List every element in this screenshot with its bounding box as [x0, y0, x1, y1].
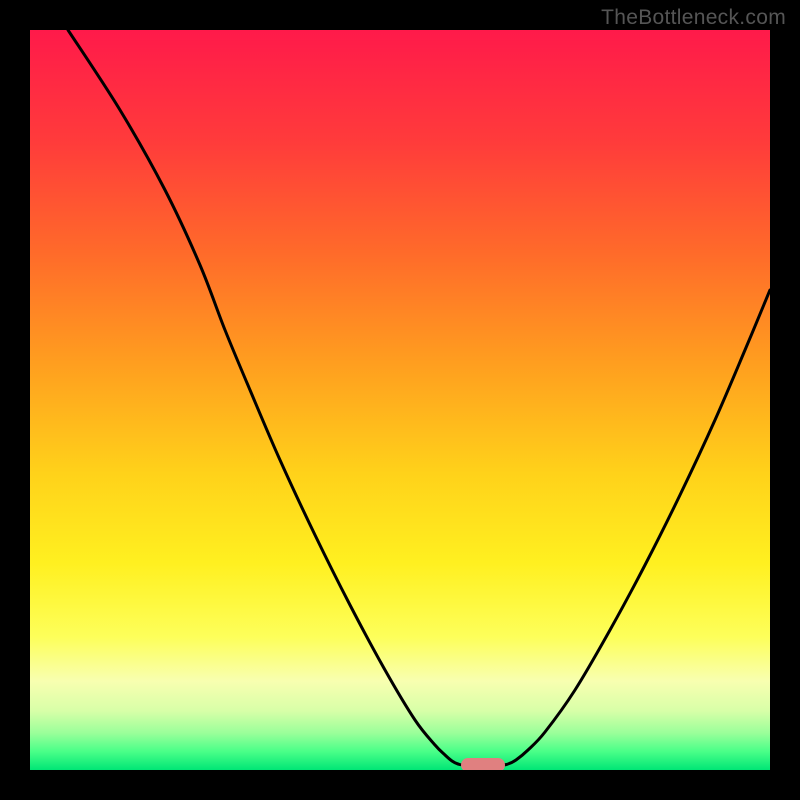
optimum-marker — [461, 758, 505, 770]
chart-container: TheBottleneck.com — [0, 0, 800, 800]
bottleneck-curve — [30, 30, 770, 770]
plot-area — [30, 30, 770, 770]
watermark-text: TheBottleneck.com — [601, 6, 786, 30]
